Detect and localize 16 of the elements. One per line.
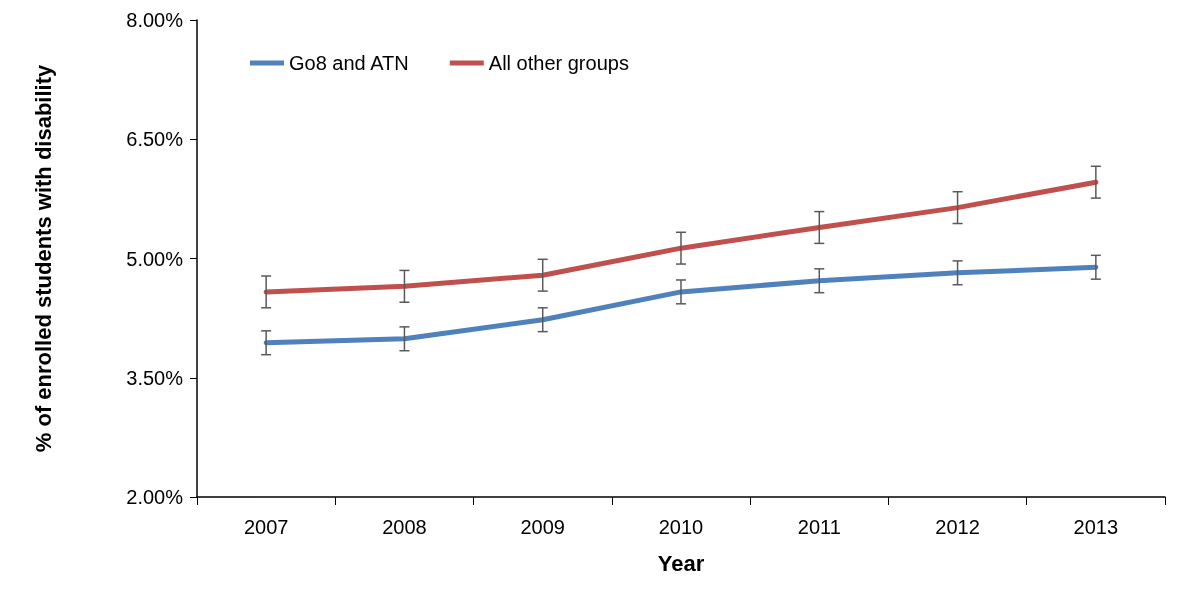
x-tick-label: 2007 [243, 516, 289, 538]
x-tick-label: 2008 [382, 516, 427, 538]
y-tick-label: 2.00% [126, 486, 184, 508]
x-tick-label: 2011 [797, 516, 841, 538]
x-tick-label: 2009 [520, 516, 565, 538]
x-tick-label: 2012 [935, 516, 980, 538]
y-axis-title: % of enrolled students with disability [30, 64, 56, 453]
y-tick-label: 5.00% [126, 247, 184, 270]
legend-label: All other groups [488, 52, 629, 74]
x-tick-label: 2013 [1073, 516, 1119, 538]
x-tick-label: 2010 [658, 516, 704, 538]
y-tick-label: 3.50% [126, 366, 184, 389]
legend-label: Go8 and ATN [289, 52, 409, 74]
y-tick-label: 6.50% [126, 128, 184, 151]
y-tick-label: 8.00% [126, 9, 184, 31]
x-axis-title: Year [657, 550, 705, 576]
